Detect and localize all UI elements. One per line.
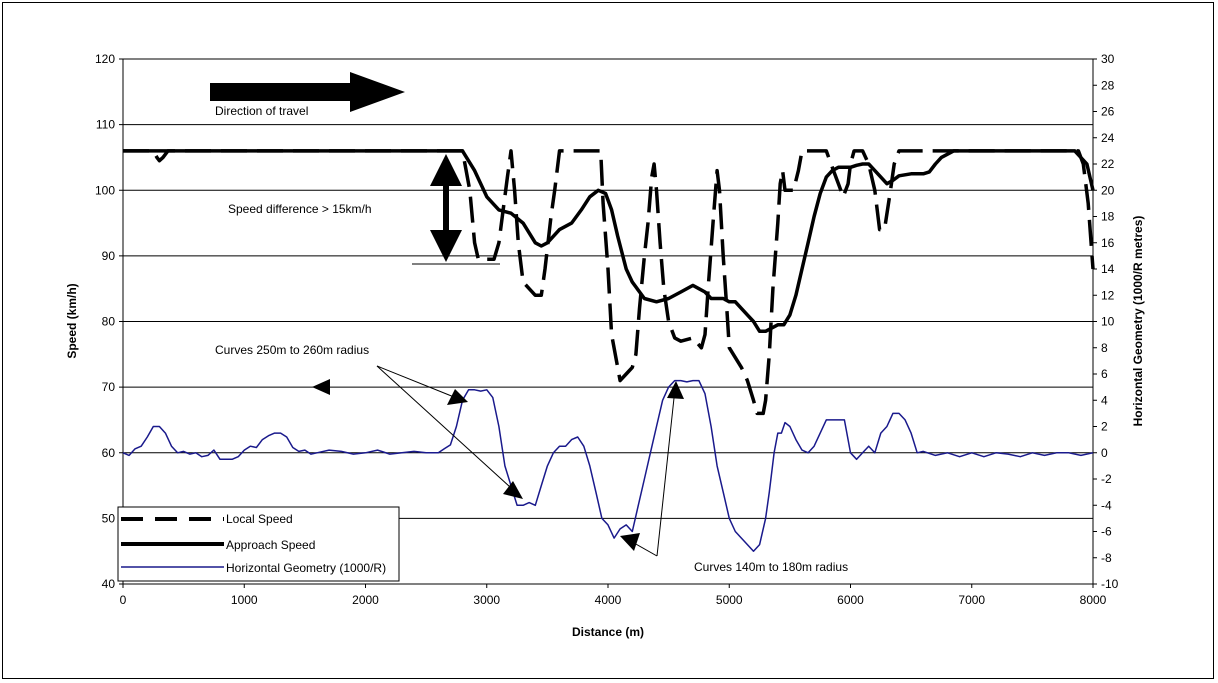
tick-label-y2-6: 6	[1101, 367, 1108, 381]
tick-label-x-2000: 2000	[352, 593, 379, 607]
tick-label-y-110: 110	[96, 118, 115, 132]
curves-140-label: Curves 140m to 180m radius	[694, 560, 848, 574]
tick-label-y-40: 40	[102, 577, 116, 591]
series-group	[122, 149, 1095, 552]
tick-label-y-90: 90	[102, 249, 116, 263]
tick-label-y2-30: 30	[1101, 52, 1115, 66]
curves-140-pointer-b	[656, 397, 675, 557]
tick-label-y-50: 50	[102, 511, 116, 525]
series-approach-speed	[123, 149, 1095, 334]
tick-label-x-1000: 1000	[231, 593, 258, 607]
tick-label-x-6000: 6000	[837, 593, 864, 607]
tick-label-y2-24: 24	[1101, 131, 1115, 145]
tick-label-y-80: 80	[102, 315, 116, 329]
curves-140-arrowhead-a	[620, 533, 640, 551]
direction-label: Direction of travel	[215, 104, 308, 118]
tick-label-y2-2: 2	[1101, 420, 1108, 434]
tick-label-y2-26: 26	[1101, 105, 1115, 119]
curves-250-arrowhead-b	[503, 481, 523, 499]
speed-diff-arrowhead-down	[430, 230, 462, 262]
series-horizontal-geometry	[122, 379, 1094, 552]
x-axis-title: Distance (m)	[572, 625, 644, 639]
tick-label-y2-4: 4	[1101, 393, 1108, 407]
tick-label-x-7000: 7000	[958, 593, 985, 607]
tick-label-y2-22: 22	[1101, 157, 1115, 171]
tick-label-y2-16: 16	[1101, 236, 1115, 250]
tick-label-x-8000: 8000	[1080, 593, 1107, 607]
tick-label-y-60: 60	[102, 446, 116, 460]
tick-label-x-0: 0	[120, 593, 127, 607]
tick-label-y2-12: 12	[1101, 288, 1115, 302]
tick-label-y2--10: -10	[1101, 577, 1119, 591]
tick-label-y2-28: 28	[1101, 78, 1115, 92]
direction-arrow	[210, 72, 405, 112]
tick-label-y-100: 100	[95, 183, 115, 197]
series-local-speed	[123, 149, 1095, 416]
tick-label-x-4000: 4000	[595, 593, 622, 607]
curves-250-pointer-a	[376, 365, 455, 398]
curves-140-arrowhead-b	[667, 381, 684, 399]
y2-axis-title: Horizontal Geometry (1000/R metres)	[1131, 216, 1145, 427]
curves-140-pointer-a	[633, 542, 658, 557]
tick-label-y2--4: -4	[1101, 498, 1112, 512]
tick-label-y2-18: 18	[1101, 210, 1115, 224]
speed-diff-arrowhead-up	[430, 154, 462, 186]
tick-label-y2-14: 14	[1101, 262, 1115, 276]
left-axis-marker	[312, 379, 330, 395]
tick-label-y2-0: 0	[1101, 446, 1108, 460]
tick-label-y-120: 120	[95, 52, 115, 66]
tick-label-x-3000: 3000	[473, 593, 500, 607]
legend-label-horizontal-geometry: Horizontal Geometry (1000/R)	[226, 561, 386, 575]
y-axis-title: Speed (km/h)	[65, 283, 79, 358]
tick-label-y-70: 70	[102, 380, 116, 394]
tick-labels: 405060708090100110120-10-8-6-4-202468101…	[95, 52, 1119, 607]
tick-label-y2--6: -6	[1101, 525, 1112, 539]
legend-label-local-speed: Local Speed	[226, 512, 293, 526]
speed-diff-label: Speed difference > 15km/h	[228, 202, 372, 216]
curves-250-arrowhead-a	[447, 389, 468, 405]
tick-label-x-5000: 5000	[716, 593, 743, 607]
curves-250-pointer-b	[376, 365, 511, 488]
tick-label-y2-20: 20	[1101, 183, 1115, 197]
legend-label-approach-speed: Approach Speed	[226, 538, 315, 552]
tick-label-y2-8: 8	[1101, 341, 1108, 355]
tick-label-y2--2: -2	[1101, 472, 1112, 486]
legend: Local Speed Approach Speed Horizontal Ge…	[117, 506, 400, 582]
curves-250-label: Curves 250m to 260m radius	[215, 343, 369, 357]
tick-label-y2-10: 10	[1101, 315, 1115, 329]
tick-label-y2--8: -8	[1101, 551, 1112, 565]
